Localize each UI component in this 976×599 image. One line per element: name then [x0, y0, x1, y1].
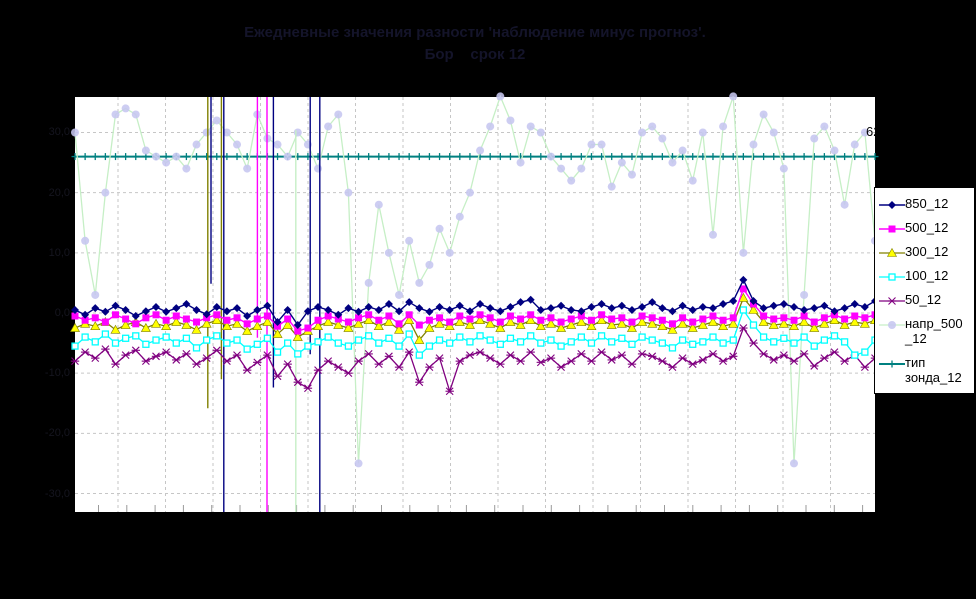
y-axis-label: 20,0: [48, 186, 70, 199]
triangle-marker-icon: [879, 247, 905, 257]
legend-entry-100_12[interactable]: 100_12: [879, 268, 972, 283]
legend-label: 300_12: [905, 244, 949, 259]
legend-label: 500_12: [905, 220, 949, 235]
legend-entry-тип зонда_12[interactable]: тип зонда_12: [879, 355, 972, 385]
series-напр_500_12[interactable]: [71, 92, 879, 468]
square-marker-icon: [879, 225, 905, 233]
legend-label: 850_12: [905, 196, 949, 211]
open-square-marker-icon: [879, 273, 905, 281]
chart-title: Ежедневные значения разности 'наблюдение…: [75, 22, 875, 66]
y-axis-label: 30,0: [48, 126, 70, 139]
legend-label: 100_12: [905, 268, 949, 283]
legend-label: напр_500 _12: [905, 316, 963, 346]
diamond-marker-icon: [879, 201, 905, 209]
chart-title-line1: Ежедневные значения разности 'наблюдение…: [244, 24, 706, 41]
legend-entry-напр_500_12[interactable]: напр_500 _12: [879, 316, 972, 346]
y-axis-label: -20,0: [44, 427, 70, 440]
y-axis-label: 0,0: [54, 307, 70, 319]
plus-marker-icon: [879, 360, 905, 368]
legend[interactable]: 850_12 500_12 300_12 100_12 50_12 напр_500 _1…: [874, 187, 975, 394]
plot-area[interactable]: 62: [69, 92, 880, 512]
legend-entry-300_12[interactable]: 300_12: [879, 244, 972, 259]
star-marker-icon: [879, 297, 905, 305]
series-500_12[interactable]: [71, 285, 879, 335]
series-100_12[interactable]: [71, 306, 879, 359]
annotation-62: 62: [866, 124, 880, 139]
y-axis-label: -10,0: [44, 367, 70, 380]
legend-entry-850_12[interactable]: 850_12: [879, 196, 972, 211]
plot-svg: 62: [69, 92, 880, 512]
y-axis-label: -30,0: [44, 487, 70, 500]
series-50_12[interactable]: [70, 324, 880, 396]
y-axis-label: 10,0: [48, 246, 70, 259]
circle-marker-icon: [879, 321, 905, 329]
series-850_12[interactable]: [71, 275, 879, 330]
series-300_12[interactable]: [69, 292, 881, 344]
series-line: [74, 94, 876, 464]
legend-label: тип зонда_12: [905, 355, 962, 385]
chart-title-line2: Бор срок 12: [424, 46, 526, 63]
series-line: [74, 326, 876, 394]
legend-entry-50_12[interactable]: 50_12: [879, 292, 972, 307]
legend-entry-500_12[interactable]: 500_12: [879, 220, 972, 235]
legend-label: 50_12: [905, 292, 942, 307]
